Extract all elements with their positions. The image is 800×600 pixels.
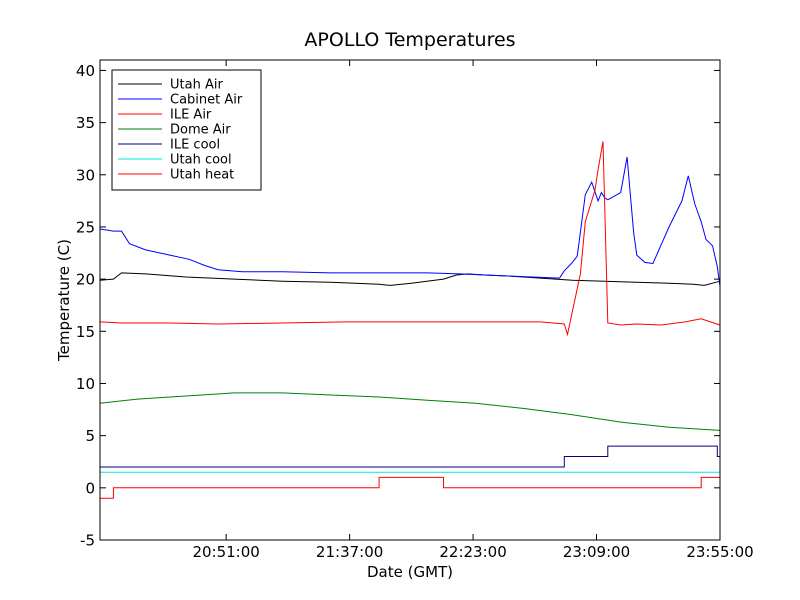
y-tick-label: 15 xyxy=(76,323,95,341)
y-tick-label: 40 xyxy=(76,62,95,80)
series-line-ile-air xyxy=(99,141,721,337)
y-tick-label: 35 xyxy=(76,114,95,132)
chart-title: APOLLO Temperatures xyxy=(304,29,515,51)
y-axis-label: Temperature (C) xyxy=(55,239,73,362)
y-tick-label: 10 xyxy=(76,375,95,393)
series-line-dome-air xyxy=(99,392,721,431)
y-tick-label: 25 xyxy=(76,218,95,236)
series-layer xyxy=(99,141,721,499)
legend-label: Dome Air xyxy=(170,123,231,138)
x-tick-label: 20:51:00 xyxy=(192,543,259,561)
series-line-cabinet-air xyxy=(99,156,721,287)
x-tick-label: 22:23:00 xyxy=(439,543,506,561)
y-tick-label: 0 xyxy=(85,479,95,497)
x-tick-label: 23:09:00 xyxy=(563,543,630,561)
legend-label: Cabinet Air xyxy=(170,93,243,108)
x-tick-label: 21:37:00 xyxy=(316,543,383,561)
x-axis-label: Date (GMT) xyxy=(367,563,453,581)
legend-label: ILE cool xyxy=(170,138,220,153)
y-tick-label: 20 xyxy=(76,271,95,289)
legend-label: ILE Air xyxy=(170,108,212,123)
legend-label: Utah cool xyxy=(170,153,232,168)
y-tick-label: -5 xyxy=(80,532,95,550)
legend-frame xyxy=(111,69,262,191)
plot-frame xyxy=(99,59,721,541)
x-tick-label: 23:55:00 xyxy=(686,543,753,561)
legend-label: Utah Air xyxy=(170,78,223,93)
y-tick-label: 5 xyxy=(85,427,95,445)
ticks-layer: -5 0 5 10 15 20 25 30 35 40 20:51:00 21:37:00 22:23:… xyxy=(76,60,754,561)
series-line-ile-cool xyxy=(100,445,720,468)
series-line-utah-heat xyxy=(100,476,720,499)
y-tick-label: 30 xyxy=(76,166,95,184)
legend-label: Utah heat xyxy=(170,168,234,183)
series-line-utah-air xyxy=(99,272,721,286)
